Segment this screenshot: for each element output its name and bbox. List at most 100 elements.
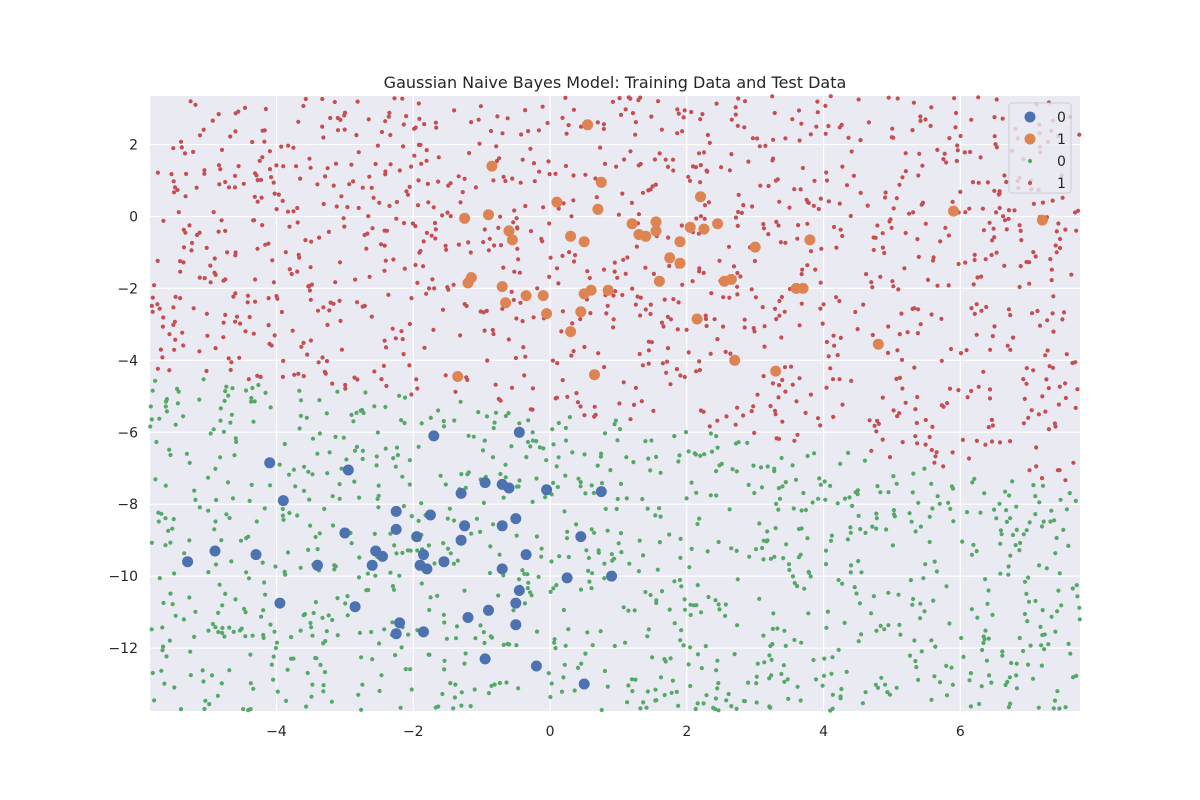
- predicted-point-0: [488, 544, 493, 549]
- predicted-point-0: [337, 482, 342, 487]
- predicted-point-1: [621, 257, 626, 262]
- predicted-point-1: [400, 96, 405, 101]
- predicted-point-1: [783, 240, 788, 245]
- predicted-point-0: [161, 600, 166, 606]
- predicted-point-1: [271, 180, 276, 185]
- predicted-point-1: [987, 396, 993, 401]
- predicted-point-1: [650, 184, 655, 189]
- predicted-point-0: [799, 640, 804, 645]
- predicted-point-0: [306, 469, 311, 474]
- predicted-point-1: [540, 239, 545, 244]
- predicted-point-1: [372, 369, 377, 374]
- predicted-point-0: [305, 670, 310, 676]
- predicted-point-1: [1061, 310, 1067, 315]
- training-point-0: [312, 559, 323, 571]
- predicted-point-1: [1006, 216, 1011, 221]
- predicted-point-0: [646, 627, 651, 632]
- predicted-point-0: [886, 490, 891, 495]
- training-point-1: [459, 212, 471, 224]
- predicted-point-0: [206, 628, 211, 633]
- predicted-point-1: [741, 203, 746, 208]
- predicted-point-0: [801, 490, 806, 496]
- predicted-point-1: [878, 274, 883, 279]
- predicted-point-1: [866, 120, 872, 125]
- predicted-point-1: [665, 346, 671, 351]
- predicted-point-0: [297, 388, 302, 393]
- predicted-point-1: [563, 163, 569, 169]
- predicted-point-0: [473, 636, 478, 641]
- predicted-point-1: [668, 317, 674, 322]
- predicted-point-1: [858, 190, 863, 195]
- predicted-point-1: [250, 139, 255, 145]
- predicted-point-1: [364, 246, 369, 251]
- predicted-point-0: [309, 625, 314, 630]
- predicted-point-1: [279, 144, 284, 149]
- predicted-point-1: [272, 333, 277, 338]
- predicted-point-0: [645, 689, 651, 694]
- predicted-point-1: [994, 97, 999, 102]
- predicted-point-1: [413, 224, 418, 229]
- predicted-point-0: [330, 617, 335, 623]
- predicted-point-0: [769, 673, 774, 678]
- predicted-point-0: [516, 686, 521, 691]
- predicted-point-1: [956, 261, 961, 267]
- predicted-point-0: [451, 561, 456, 566]
- predicted-point-0: [407, 482, 412, 487]
- predicted-point-0: [623, 640, 628, 645]
- predicted-point-0: [1014, 673, 1019, 678]
- predicted-point-0: [983, 628, 988, 633]
- predicted-point-0: [694, 490, 699, 495]
- predicted-point-0: [493, 410, 499, 415]
- predicted-point-0: [669, 690, 674, 695]
- predicted-point-1: [750, 204, 755, 209]
- predicted-point-1: [382, 243, 387, 248]
- predicted-point-0: [496, 593, 501, 598]
- predicted-point-0: [243, 634, 248, 639]
- predicted-point-0: [187, 460, 192, 465]
- predicted-point-0: [960, 539, 965, 544]
- predicted-point-1: [872, 423, 877, 428]
- predicted-point-1: [865, 203, 870, 208]
- predicted-point-1: [749, 287, 754, 292]
- predicted-point-0: [1007, 675, 1013, 680]
- predicted-point-1: [496, 396, 501, 402]
- predicted-point-1: [462, 176, 467, 181]
- predicted-point-1: [963, 260, 968, 265]
- predicted-point-0: [566, 554, 571, 560]
- predicted-point-1: [321, 305, 326, 310]
- predicted-point-0: [898, 632, 903, 637]
- predicted-point-0: [754, 700, 759, 705]
- predicted-point-1: [984, 304, 989, 310]
- predicted-point-0: [762, 660, 767, 665]
- predicted-point-1: [280, 198, 285, 203]
- predicted-point-0: [503, 475, 508, 480]
- predicted-point-1: [680, 129, 685, 134]
- predicted-point-0: [792, 581, 797, 586]
- predicted-point-1: [646, 348, 652, 353]
- predicted-point-0: [848, 563, 854, 568]
- predicted-point-0: [251, 419, 256, 424]
- predicted-point-0: [727, 507, 732, 512]
- predicted-point-1: [280, 374, 285, 379]
- predicted-point-0: [589, 527, 594, 532]
- predicted-point-0: [149, 417, 154, 422]
- predicted-point-1: [815, 99, 820, 104]
- predicted-point-0: [874, 628, 879, 633]
- predicted-point-0: [261, 635, 266, 641]
- predicted-point-0: [732, 652, 737, 657]
- predicted-point-1: [918, 322, 923, 327]
- predicted-point-0: [615, 496, 620, 502]
- legend-label: 1: [1057, 132, 1066, 148]
- predicted-point-1: [382, 268, 387, 273]
- predicted-point-1: [646, 361, 651, 366]
- chart-title: Gaussian Naive Bayes Model: Training Dat…: [384, 73, 847, 92]
- predicted-point-0: [360, 682, 365, 687]
- predicted-point-1: [596, 351, 601, 356]
- predicted-point-1: [766, 232, 771, 237]
- predicted-point-1: [294, 164, 299, 169]
- predicted-point-1: [453, 389, 458, 394]
- predicted-point-1: [708, 351, 713, 356]
- predicted-point-1: [1029, 408, 1034, 413]
- predicted-point-0: [397, 573, 402, 578]
- predicted-point-1: [659, 127, 665, 132]
